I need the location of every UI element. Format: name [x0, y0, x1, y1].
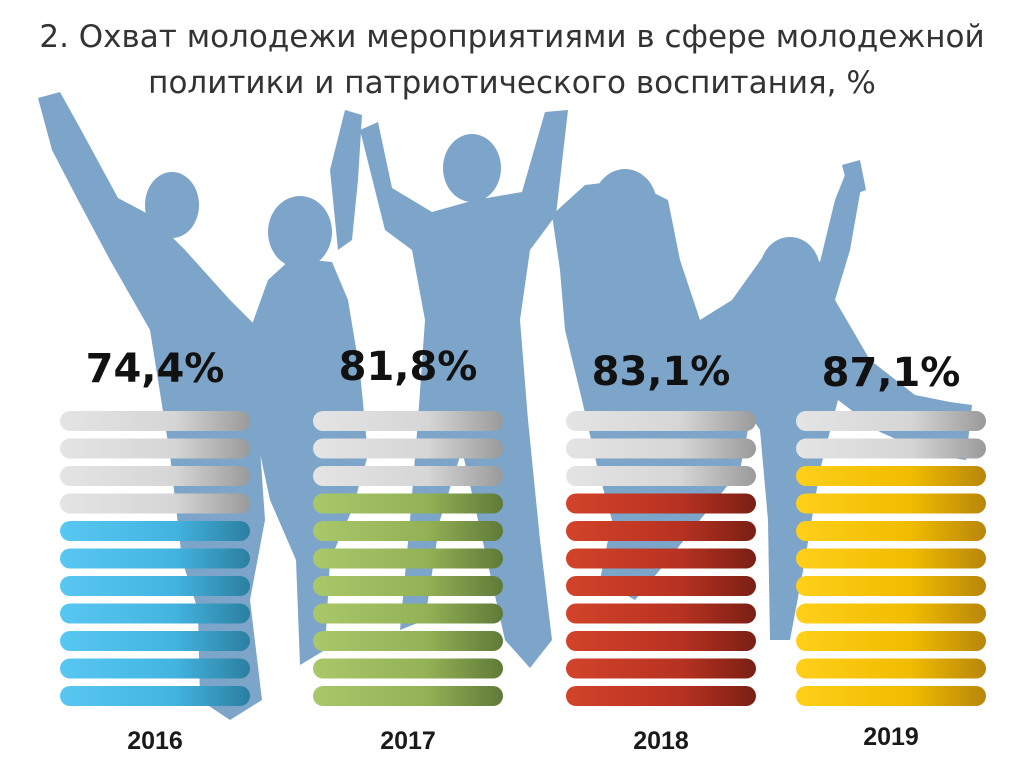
- bar-2016-stripe-6-filled: [60, 548, 250, 569]
- bar-2017-stripe-3-filled: [313, 631, 503, 651]
- value-label-2018: 83,1%: [592, 349, 731, 395]
- bar-2016-stripe-3-filled: [60, 631, 250, 651]
- bar-2016-stripe-7-filled: [60, 521, 250, 541]
- bar-2017-stripe-5-filled: [313, 576, 503, 596]
- bar-2018-stripe-4-filled: [566, 603, 756, 624]
- category-label-2016: 2016: [127, 727, 183, 755]
- value-label-2019: 87,1%: [822, 350, 961, 396]
- bar-2016-stripe-9-empty: [60, 466, 250, 486]
- chart-title-line-2: политики и патриотического воспитания, %: [148, 65, 876, 101]
- bar-2019-stripe-9-filled: [796, 466, 986, 486]
- bar-2016-stripe-10-empty: [60, 438, 250, 459]
- bar-2019-stripe-4-filled: [796, 603, 986, 624]
- bar-2019-stripe-6-filled: [796, 548, 986, 569]
- bar-2018-stripe-7-filled: [566, 521, 756, 541]
- chart-title: 2. Охват молодежи мероприятиями в сфере …: [0, 14, 1024, 106]
- bar-2018-stripe-10-empty: [566, 438, 756, 459]
- bar-2016-stripe-5-filled: [60, 576, 250, 596]
- value-label-2016: 74,4%: [86, 346, 225, 392]
- bar-2017-stripe-11-empty: [313, 411, 503, 431]
- bar-2019-stripe-2-filled: [796, 658, 986, 679]
- bars-layer: [60, 411, 986, 706]
- bar-2019-stripe-5-filled: [796, 576, 986, 596]
- bar-2017-stripe-8-filled: [313, 493, 503, 514]
- bar-2018-stripe-2-filled: [566, 658, 756, 679]
- bar-2016-stripe-11-empty: [60, 411, 250, 431]
- category-label-2018: 2018: [633, 727, 689, 755]
- bar-2018-stripe-11-empty: [566, 411, 756, 431]
- bar-2016-stripe-4-filled: [60, 603, 250, 624]
- bar-2019-stripe-10-empty: [796, 438, 986, 459]
- bar-2018-stripe-5-filled: [566, 576, 756, 596]
- bar-2017-stripe-6-filled: [313, 548, 503, 569]
- chart-title-line-1: 2. Охват молодежи мероприятиями в сфере …: [39, 19, 985, 55]
- bar-2017-stripe-10-empty: [313, 438, 503, 459]
- bar-2016-stripe-2-filled: [60, 658, 250, 679]
- bar-2018-stripe-3-filled: [566, 631, 756, 651]
- category-label-2019: 2019: [863, 723, 919, 751]
- bar-2018-stripe-1-filled: [566, 686, 756, 706]
- labels-layer: 74,4% 2016 81,8% 2017 83,1% 2018 87,1% 2019: [86, 344, 961, 755]
- value-label-2017: 81,8%: [339, 344, 478, 390]
- bar-2017-stripe-7-filled: [313, 521, 503, 541]
- bar-2017-stripe-2-filled: [313, 658, 503, 679]
- bar-2016-stripe-1-filled: [60, 686, 250, 706]
- bar-2017-stripe-9-empty: [313, 466, 503, 486]
- bar-2017-stripe-1-filled: [313, 686, 503, 706]
- bar-2018-stripe-6-filled: [566, 548, 756, 569]
- bar-2019-stripe-11-empty: [796, 411, 986, 431]
- bar-2019-stripe-1-filled: [796, 686, 986, 706]
- category-label-2017: 2017: [380, 727, 436, 755]
- bar-2019-stripe-7-filled: [796, 521, 986, 541]
- bar-2018-stripe-9-empty: [566, 466, 756, 486]
- bar-2018-stripe-8-filled: [566, 493, 756, 514]
- bar-2019-stripe-3-filled: [796, 631, 986, 651]
- bar-2016-stripe-8-empty: [60, 493, 250, 514]
- bar-2017-stripe-4-filled: [313, 603, 503, 624]
- bar-2019-stripe-8-filled: [796, 493, 986, 514]
- silhouette-person-2: [250, 258, 368, 665]
